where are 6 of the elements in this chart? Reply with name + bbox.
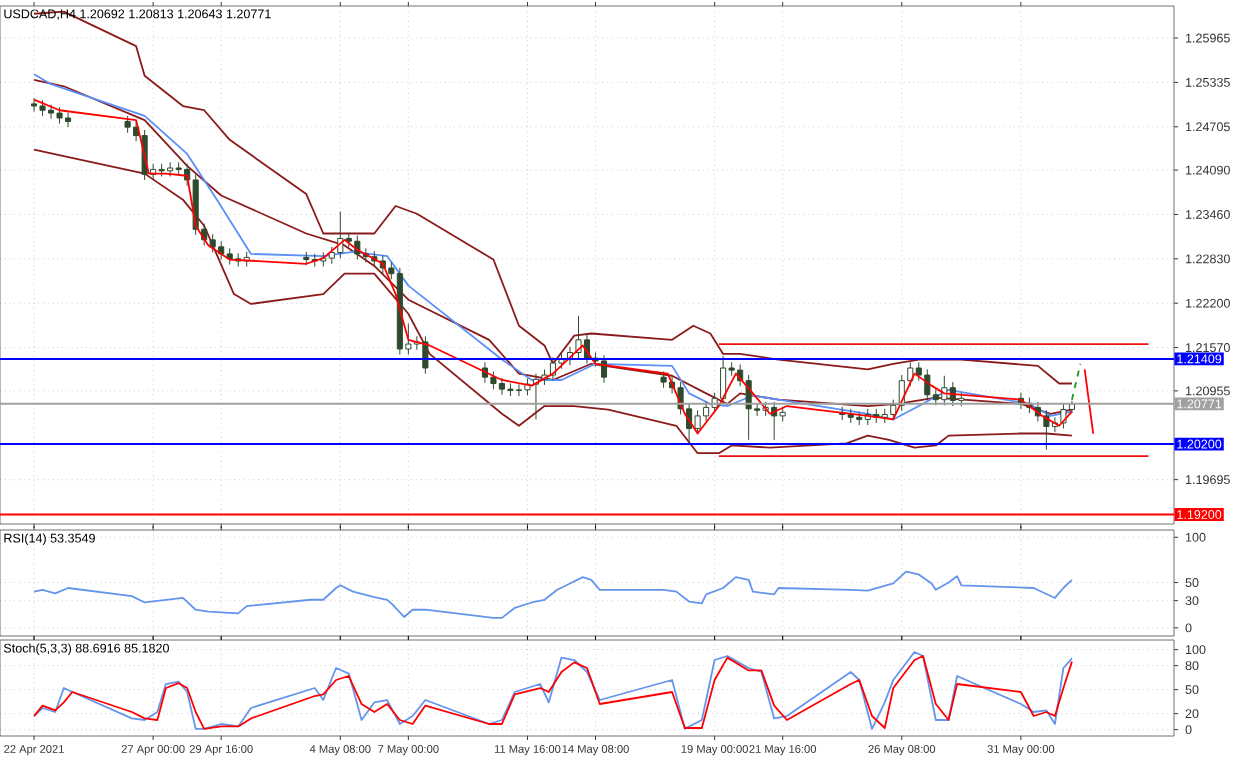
candlestick <box>600 354 608 384</box>
candlestick <box>209 233 216 254</box>
candlestick <box>30 97 38 113</box>
candlestick <box>47 104 55 120</box>
candlestick <box>924 368 931 401</box>
line-series <box>33 570 1073 619</box>
